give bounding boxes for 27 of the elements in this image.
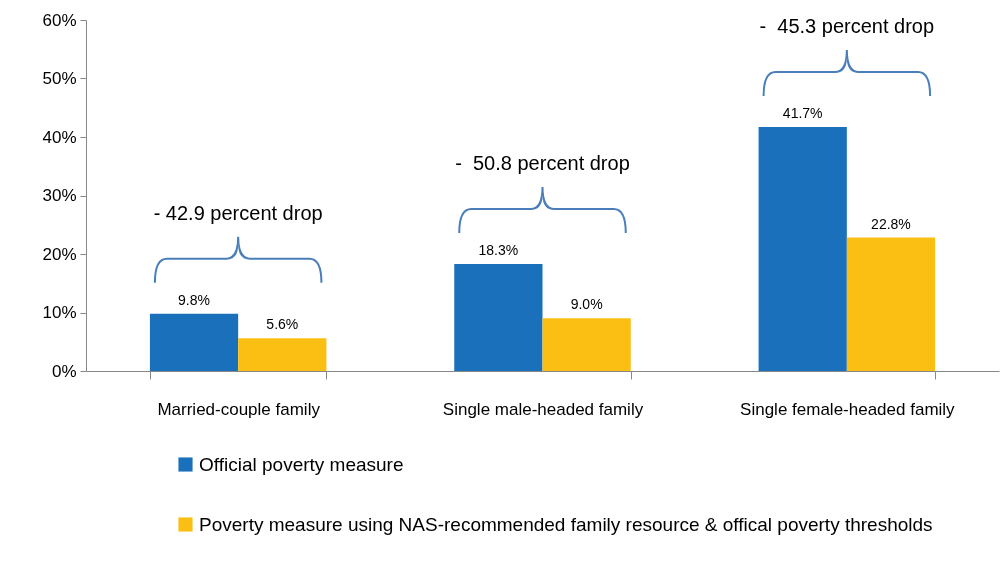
- y-tick-label: 60%: [42, 10, 77, 30]
- bar: [149, 313, 239, 371]
- x-tick-label: Single male-headed family: [442, 399, 644, 419]
- data-label: 41.7%: [782, 105, 823, 122]
- bar: [542, 318, 631, 371]
- data-label: 5.6%: [266, 316, 299, 333]
- bar: [846, 237, 936, 371]
- y-tick-label: 30%: [42, 186, 77, 205]
- annotation: - 42.9 percent drop: [153, 201, 323, 224]
- bar: [238, 338, 327, 371]
- data-label: 18.3%: [478, 241, 519, 258]
- annotation: - 50.8 percent drop: [455, 151, 630, 174]
- data-label: 9.0%: [570, 296, 603, 313]
- annotation: - 45.3 percent drop: [759, 15, 935, 38]
- legend-label: Official poverty measure: [199, 453, 404, 475]
- y-tick-label: 0%: [51, 361, 77, 381]
- y-tick-label: 50%: [42, 69, 77, 88]
- x-tick-label: Single female-headed family: [740, 399, 956, 419]
- data-label: 9.8%: [178, 291, 210, 308]
- legend-label: Poverty measure using NAS-recommended family resource & offical poverty thresholds: [199, 513, 933, 535]
- bar: [758, 127, 847, 371]
- y-tick-label: 10%: [42, 303, 77, 322]
- bar: [454, 263, 543, 371]
- y-tick-label: 20%: [42, 244, 77, 264]
- y-tick-label: 40%: [42, 127, 77, 147]
- data-label: 22.8%: [871, 215, 911, 232]
- x-tick-label: Married-couple family: [157, 399, 321, 419]
